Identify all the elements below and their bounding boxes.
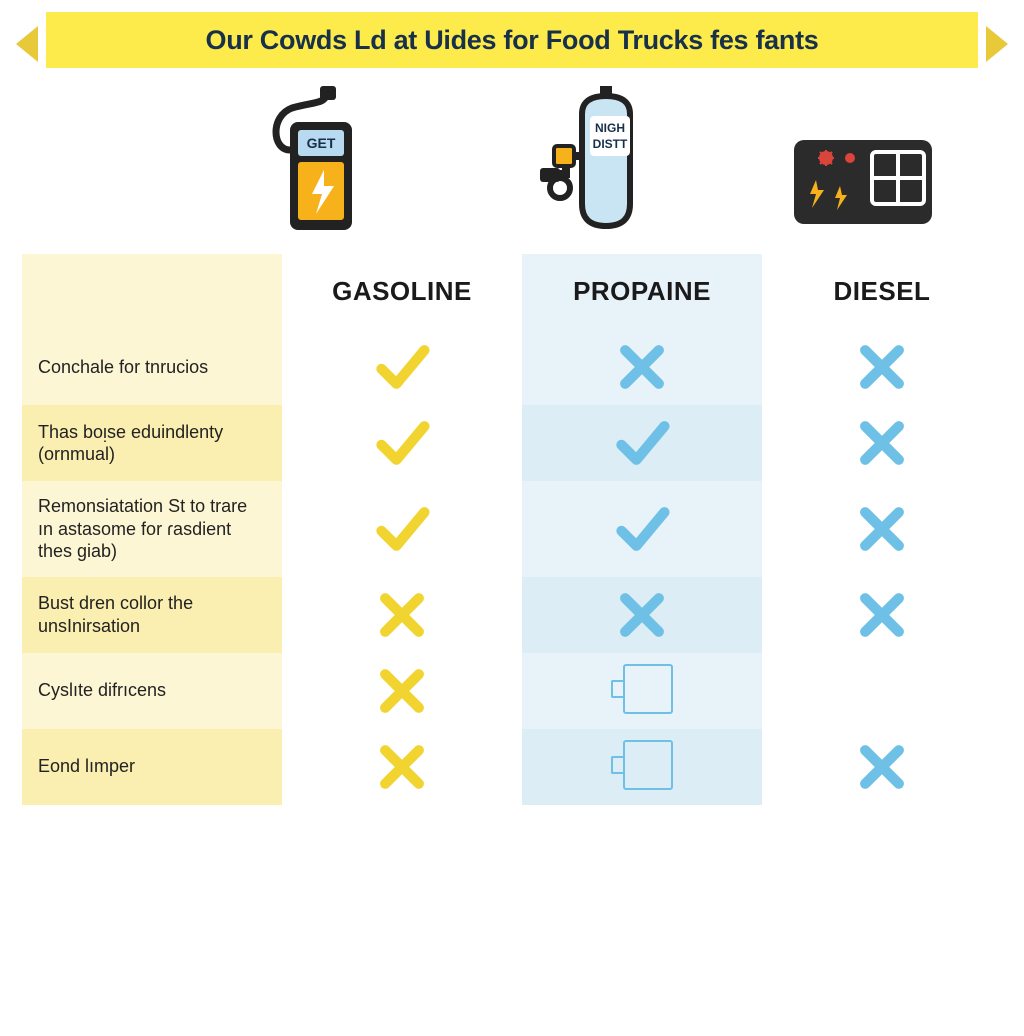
banner-text: Our Cowds Ld at Uides for Food Trucks fe… [46,12,978,68]
cell-propane [522,653,762,729]
table-row: Thas boᴉse eduindlenty (ornmual) [22,405,1002,481]
cell-diesel [762,653,1002,729]
col-header-label [22,254,282,329]
row-label: Thas boᴉse eduindlenty (ornmual) [22,405,282,481]
svg-text:GET: GET [306,135,335,151]
cell-gasoline [282,405,522,481]
row-label: Bust dren collor the unsInirsation [22,577,282,653]
propane-icon: NIGH DISTT [490,86,690,236]
row-label: Remonsiatation St to trare ın astasome f… [22,481,282,577]
cell-diesel [762,481,1002,577]
row-label: Conchale for tnrucios [22,329,282,405]
table-row: Bust dren collor the unsInirsation [22,577,1002,653]
cross-icon [854,587,910,643]
table-row: Eond lımper [22,729,1002,805]
comparison-table: GASOLINEPROPAINEDIESEL Conchale for tnru… [22,254,1002,805]
cross-icon [854,501,910,557]
cell-propane [522,405,762,481]
cross-icon [614,339,670,395]
cell-propane [522,577,762,653]
title-banner: Our Cowds Ld at Uides for Food Trucks fe… [22,12,1002,68]
cross-icon [854,339,910,395]
cross-icon [614,587,670,643]
diesel-icon [763,126,963,236]
gasoline-icon: GET [217,86,417,236]
fuel-icons-row: GET NIGH DISTT [180,86,1000,236]
row-label: Eond lımper [22,729,282,805]
cell-propane [522,481,762,577]
cell-propane [522,729,762,805]
cell-gasoline [282,653,522,729]
cell-diesel [762,577,1002,653]
svg-text:DISTT: DISTT [593,137,628,151]
table-row: Remonsiatation St to trare ın astasome f… [22,481,1002,577]
row-label: Cyslıte difrıcens [22,653,282,729]
ribbon-tail-right [986,26,1008,62]
cross-icon [374,587,430,643]
cell-propane [522,329,762,405]
cross-icon [854,739,910,795]
table-header-row: GASOLINEPROPAINEDIESEL [22,254,1002,329]
cross-icon [374,739,430,795]
table-row: Cyslıte difrıcens [22,653,1002,729]
ribbon-tail-left [16,26,38,62]
svg-text:NIGH: NIGH [595,121,625,135]
check-icon [374,415,430,471]
cell-gasoline [282,577,522,653]
square-icon [611,664,673,718]
cell-gasoline [282,729,522,805]
cell-diesel [762,405,1002,481]
check-icon [614,415,670,471]
col-header-diesel: DIESEL [762,254,1002,329]
square-icon [611,740,673,794]
col-header-propane: PROPAINE [522,254,762,329]
cross-icon [854,415,910,471]
cell-diesel [762,329,1002,405]
cross-icon [374,663,430,719]
check-icon [374,501,430,557]
check-icon [614,501,670,557]
check-icon [374,339,430,395]
cell-gasoline [282,329,522,405]
col-header-gasoline: GASOLINE [282,254,522,329]
cell-diesel [762,729,1002,805]
cell-gasoline [282,481,522,577]
table-row: Conchale for tnrucios [22,329,1002,405]
